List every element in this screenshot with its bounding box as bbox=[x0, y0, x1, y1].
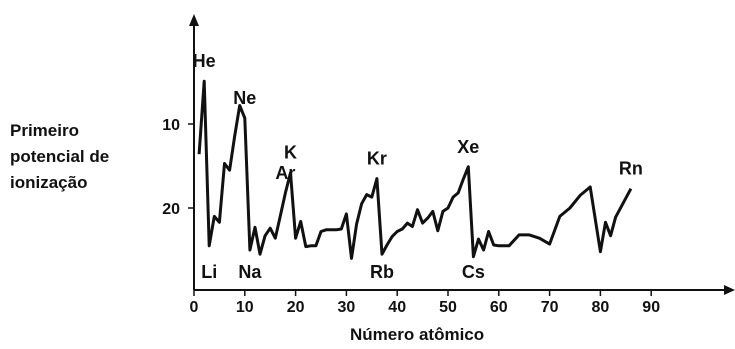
element-annotation: Na bbox=[238, 262, 262, 282]
x-tick-label: 30 bbox=[338, 299, 356, 316]
x-axis-arrow bbox=[724, 285, 735, 295]
element-annotation: Li bbox=[201, 262, 217, 282]
element-annotation: K bbox=[284, 143, 297, 163]
element-annotation: Ne bbox=[233, 88, 256, 108]
y-axis-label-line: ionização bbox=[10, 173, 88, 192]
x-tick-label: 80 bbox=[592, 299, 610, 316]
x-tick-label: 10 bbox=[236, 299, 254, 316]
element-annotation: Kr bbox=[367, 149, 387, 169]
element-annotation: Rn bbox=[619, 159, 643, 179]
element-annotation: He bbox=[193, 51, 216, 71]
x-tick-label: 90 bbox=[642, 299, 660, 316]
element-annotation: Cs bbox=[462, 262, 485, 282]
y-tick-label: 20 bbox=[162, 201, 180, 218]
y-axis-label-line: potencial de bbox=[10, 147, 110, 166]
x-tick-label: 50 bbox=[439, 299, 457, 316]
y-tick-label: 10 bbox=[162, 117, 180, 134]
y-axis-label: Primeiro potencial de ionização bbox=[10, 118, 160, 196]
x-tick-label: 60 bbox=[490, 299, 508, 316]
y-axis-label-line: Primeiro bbox=[10, 121, 79, 140]
element-annotation: Xe bbox=[457, 137, 479, 157]
y-axis-arrow bbox=[189, 14, 199, 26]
element-annotation: Ar bbox=[275, 163, 295, 183]
x-tick-label: 70 bbox=[541, 299, 559, 316]
element-annotation: Rb bbox=[370, 262, 394, 282]
x-axis-label: Número atômico bbox=[350, 325, 485, 344]
x-tick-label: 0 bbox=[190, 299, 199, 316]
x-tick-label: 40 bbox=[388, 299, 406, 316]
x-tick-label: 20 bbox=[287, 299, 305, 316]
series-line bbox=[197, 79, 633, 260]
